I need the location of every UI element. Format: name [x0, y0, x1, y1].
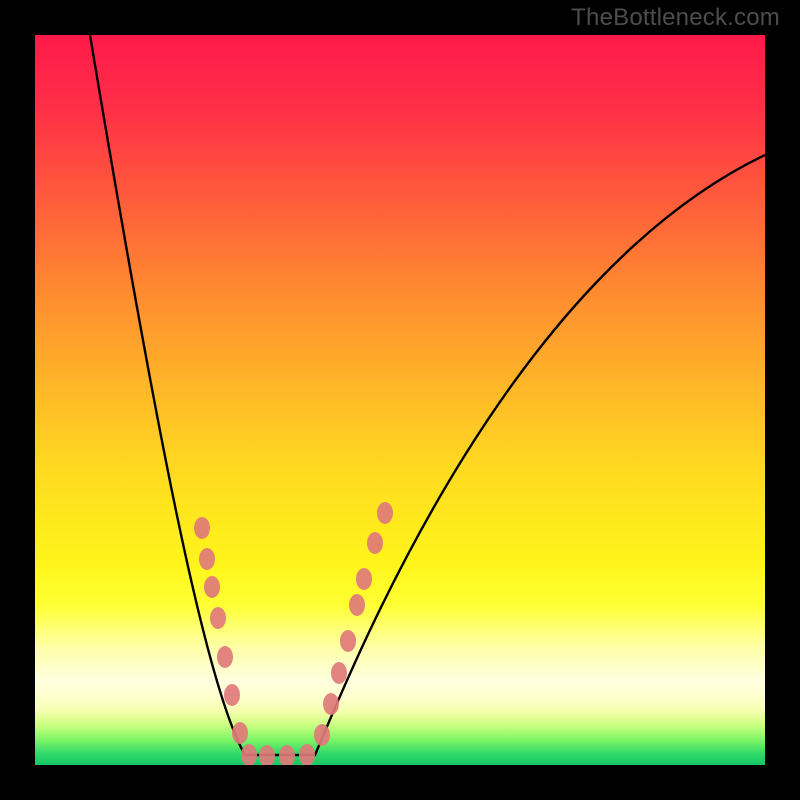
- data-marker: [224, 684, 240, 706]
- data-marker: [340, 630, 356, 652]
- data-marker: [356, 568, 372, 590]
- data-marker: [349, 594, 365, 616]
- data-marker: [199, 548, 215, 570]
- data-marker: [232, 722, 248, 744]
- data-marker: [217, 646, 233, 668]
- plot-area: [35, 35, 765, 765]
- watermark: TheBottleneck.com: [571, 4, 780, 32]
- data-marker: [299, 744, 315, 765]
- gradient-background: [35, 35, 765, 765]
- data-marker: [367, 532, 383, 554]
- data-marker: [204, 576, 220, 598]
- chart-svg: [35, 35, 765, 765]
- data-marker: [241, 744, 257, 765]
- data-marker: [194, 517, 210, 539]
- data-marker: [314, 724, 330, 746]
- data-marker: [331, 662, 347, 684]
- data-marker: [377, 502, 393, 524]
- data-marker: [323, 693, 339, 715]
- data-marker: [210, 607, 226, 629]
